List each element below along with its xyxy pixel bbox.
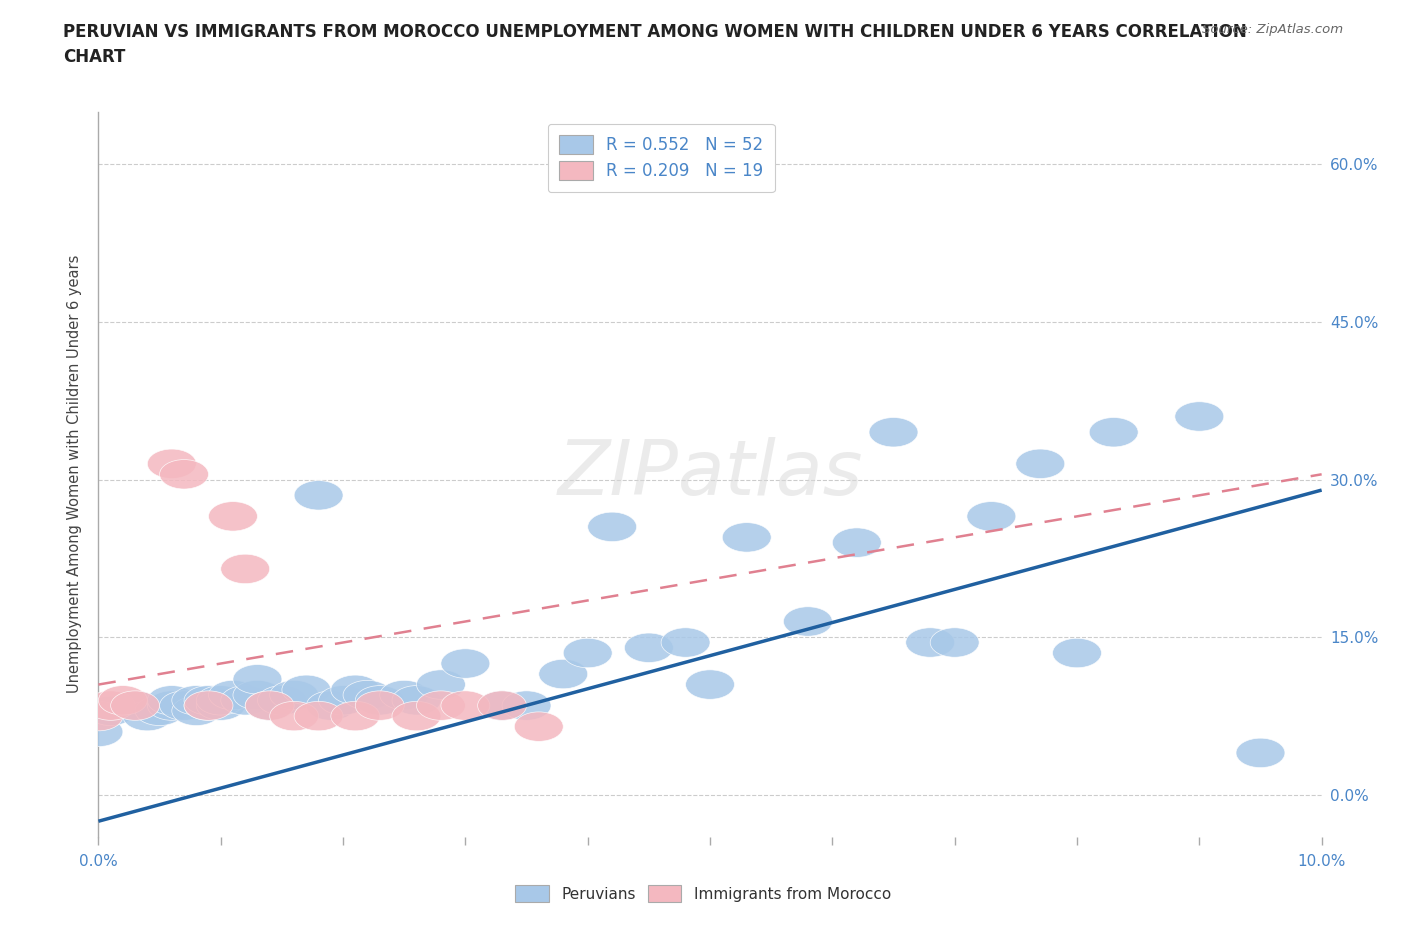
Ellipse shape [148,685,197,715]
Ellipse shape [135,697,184,725]
Ellipse shape [233,681,281,710]
Ellipse shape [624,633,673,662]
Ellipse shape [588,512,637,541]
Ellipse shape [380,681,429,710]
Ellipse shape [160,459,208,489]
Text: Source: ZipAtlas.com: Source: ZipAtlas.com [1202,23,1343,36]
Ellipse shape [1175,402,1223,432]
Ellipse shape [686,670,734,699]
Ellipse shape [832,528,882,557]
Ellipse shape [294,481,343,510]
Ellipse shape [869,418,918,447]
Ellipse shape [502,691,551,721]
Text: PERUVIAN VS IMMIGRANTS FROM MOROCCO UNEMPLOYMENT AMONG WOMEN WITH CHILDREN UNDER: PERUVIAN VS IMMIGRANTS FROM MOROCCO UNEM… [63,23,1247,41]
Ellipse shape [931,628,979,658]
Ellipse shape [564,638,612,668]
Ellipse shape [967,501,1015,531]
Ellipse shape [148,691,197,721]
Ellipse shape [197,691,245,721]
Ellipse shape [270,701,319,731]
Ellipse shape [233,665,281,694]
Ellipse shape [1015,449,1064,479]
Ellipse shape [86,691,135,721]
Ellipse shape [319,685,367,715]
Ellipse shape [160,691,208,721]
Ellipse shape [1090,418,1139,447]
Ellipse shape [441,691,489,721]
Ellipse shape [281,675,330,705]
Ellipse shape [75,717,122,747]
Ellipse shape [538,659,588,689]
Ellipse shape [356,691,405,721]
Ellipse shape [905,628,955,658]
Ellipse shape [148,449,197,479]
Ellipse shape [294,701,343,731]
Ellipse shape [122,701,172,731]
Ellipse shape [307,691,356,721]
Ellipse shape [356,685,405,715]
Ellipse shape [221,685,270,715]
Ellipse shape [783,606,832,636]
Ellipse shape [441,649,489,678]
Ellipse shape [392,701,441,731]
Y-axis label: Unemployment Among Women with Children Under 6 years: Unemployment Among Women with Children U… [67,255,83,694]
Ellipse shape [343,681,392,710]
Ellipse shape [723,523,770,552]
Ellipse shape [1053,638,1101,668]
Ellipse shape [208,681,257,710]
Ellipse shape [172,697,221,725]
Legend: Peruvians, Immigrants from Morocco: Peruvians, Immigrants from Morocco [509,879,897,909]
Ellipse shape [208,501,257,531]
Ellipse shape [172,685,221,715]
Ellipse shape [197,685,245,715]
Ellipse shape [184,691,233,721]
Ellipse shape [75,701,122,731]
Ellipse shape [330,701,380,731]
Ellipse shape [221,554,270,584]
Ellipse shape [111,691,160,721]
Ellipse shape [392,685,441,715]
Ellipse shape [416,691,465,721]
Text: ZIPatlas: ZIPatlas [557,437,863,512]
Ellipse shape [416,670,465,699]
Ellipse shape [98,685,148,715]
Ellipse shape [184,685,233,715]
Ellipse shape [257,685,307,715]
Legend: R = 0.552   N = 52, R = 0.209   N = 19: R = 0.552 N = 52, R = 0.209 N = 19 [547,124,775,193]
Ellipse shape [661,628,710,658]
Ellipse shape [184,691,233,721]
Ellipse shape [270,681,319,710]
Ellipse shape [1236,738,1285,767]
Ellipse shape [245,691,294,721]
Ellipse shape [515,711,564,741]
Ellipse shape [245,691,294,721]
Text: CHART: CHART [63,48,125,66]
Ellipse shape [478,691,526,721]
Ellipse shape [86,697,135,725]
Ellipse shape [478,691,526,721]
Ellipse shape [111,691,160,721]
Ellipse shape [330,675,380,705]
